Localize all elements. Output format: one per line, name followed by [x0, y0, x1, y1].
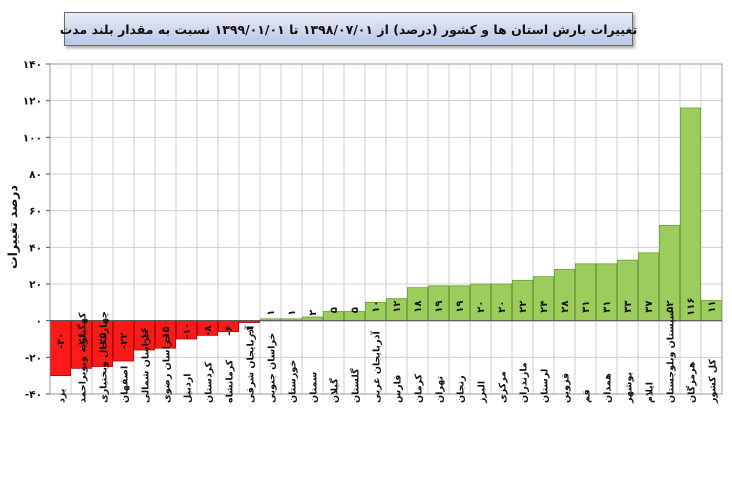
- category-label: گیلان: [329, 378, 341, 403]
- category-label: خراسان جنوبی: [267, 333, 278, 403]
- data-label: ۳۱: [581, 301, 592, 313]
- category-label: یزد: [57, 389, 68, 403]
- category-labels: یزد کهگیلویه وبویراحمد چهارمحال وبختیاری اص…: [57, 310, 719, 404]
- category-label: مازندران: [519, 362, 530, 403]
- category-label: فارس: [393, 375, 404, 403]
- plot-area-border: [49, 63, 723, 395]
- category-label: تهران: [435, 376, 446, 403]
- y-tick-label: ۱۰۰: [23, 132, 42, 144]
- category-label: کرمان: [414, 374, 425, 403]
- data-label: -۳۰: [56, 332, 67, 348]
- data-label: -۲۲: [119, 332, 130, 348]
- data-label: -۸: [203, 326, 214, 336]
- category-label: مرکزی: [498, 371, 509, 403]
- data-label: -۲۶: [77, 332, 88, 348]
- category-label: قم: [582, 389, 593, 403]
- category-label: البرز: [477, 381, 488, 404]
- data-label: ۲: [308, 310, 319, 316]
- category-label: اصفهان: [120, 366, 131, 403]
- data-label: ۱: [266, 310, 277, 316]
- data-label: -۱: [245, 326, 256, 336]
- data-label: ۵۲: [665, 301, 676, 313]
- category-label: خراسان رضوی: [162, 333, 173, 403]
- axes: [49, 63, 723, 395]
- category-label: چهارمحال وبختیاری: [99, 311, 110, 403]
- category-label: کرمانشاه: [225, 359, 236, 403]
- y-tick-label: ۱۴۰: [23, 59, 42, 71]
- data-label: ۲۲: [518, 301, 529, 313]
- data-label: -۱۵: [161, 326, 172, 342]
- category-label: کردستان: [204, 361, 215, 403]
- y-tick-label: ۱۲۰: [23, 96, 42, 108]
- data-label: ۱۸: [413, 301, 424, 313]
- y-tick-label: ۶۰: [29, 206, 42, 218]
- data-label: ۲۴: [539, 301, 550, 313]
- bars: [50, 107, 722, 377]
- y-tick-label: ۲۰: [29, 279, 42, 291]
- y-tick-labels: -۴۰ -۲۰ ۰ ۲۰ ۴۰ ۶۰ ۸۰ ۱۰۰ ۱۲۰ ۱۴۰: [23, 59, 50, 401]
- data-label: ۲۰: [497, 301, 508, 313]
- data-label: ۵: [350, 307, 361, 313]
- data-label: ۲۸: [560, 301, 571, 313]
- data-label: ۱۰: [371, 301, 382, 313]
- data-label: ۵: [329, 307, 340, 313]
- data-label: ۲۰: [476, 301, 487, 313]
- category-label: لرستان: [540, 369, 551, 403]
- bar: [533, 276, 554, 322]
- y-tick-label: -۲۰: [25, 352, 42, 364]
- y-tick-label: -۴۰: [25, 389, 42, 401]
- category-label: آذربایجان شرقی: [244, 325, 257, 403]
- category-label: ایلام: [645, 382, 656, 403]
- y-tick-label: ۴۰: [29, 242, 42, 254]
- category-label: کل کشور: [708, 359, 719, 404]
- category-label: همدان: [603, 373, 614, 403]
- category-label: آذربایجان غربی: [370, 331, 383, 403]
- category-label: هرمزگان: [686, 361, 698, 403]
- data-label: ۱۹: [455, 301, 466, 313]
- data-label: ۳۱: [602, 301, 613, 313]
- y-tick-label: ۰: [36, 316, 42, 328]
- category-label: سیستان وبلوچستان: [666, 310, 677, 403]
- data-label: ۱۱: [707, 301, 718, 313]
- data-label: ۳۳: [623, 301, 634, 313]
- category-label: خراسان شمالی: [141, 330, 152, 403]
- bar: [680, 107, 701, 322]
- category-label: بوشهر: [624, 372, 635, 404]
- data-label: ۱: [287, 310, 298, 316]
- data-label: -۱۰: [182, 322, 193, 338]
- bar: [512, 279, 533, 322]
- chart-title: تغییرات بارش استان ها و کشور (درصد) از ۱…: [60, 12, 637, 46]
- category-label: زنجان: [456, 375, 467, 403]
- category-label: سمنان: [309, 372, 320, 403]
- data-label: ۱۲: [392, 301, 403, 313]
- data-label: ۱۱۶: [686, 298, 697, 316]
- y-axis-label: درصد تغییرات: [5, 185, 20, 269]
- category-label: اردبیل: [183, 373, 194, 403]
- data-labels: -۳۰ -۲۶ -۲۵ -۲۲ -۱۶ -۱۵ -۱۰ -۸ -۶ -۱۱ ۱ ۲ ۵ ۵ ۱۰ ۱۲ ۱۸ ۱۹…: [56, 298, 718, 349]
- category-label: گلستان: [350, 368, 362, 403]
- data-label: ۳۷: [644, 301, 655, 313]
- data-label: -۶: [224, 326, 235, 336]
- data-label: -۲۵: [98, 332, 109, 348]
- data-label: -۱۶: [140, 327, 151, 343]
- data-label: ۱۹: [434, 301, 445, 313]
- category-label: قزوین: [561, 373, 572, 403]
- y-tick-label: ۸۰: [29, 169, 42, 181]
- category-label: کهگیلویه وبویراحمد: [77, 312, 89, 403]
- category-label: خوزستان: [288, 360, 299, 403]
